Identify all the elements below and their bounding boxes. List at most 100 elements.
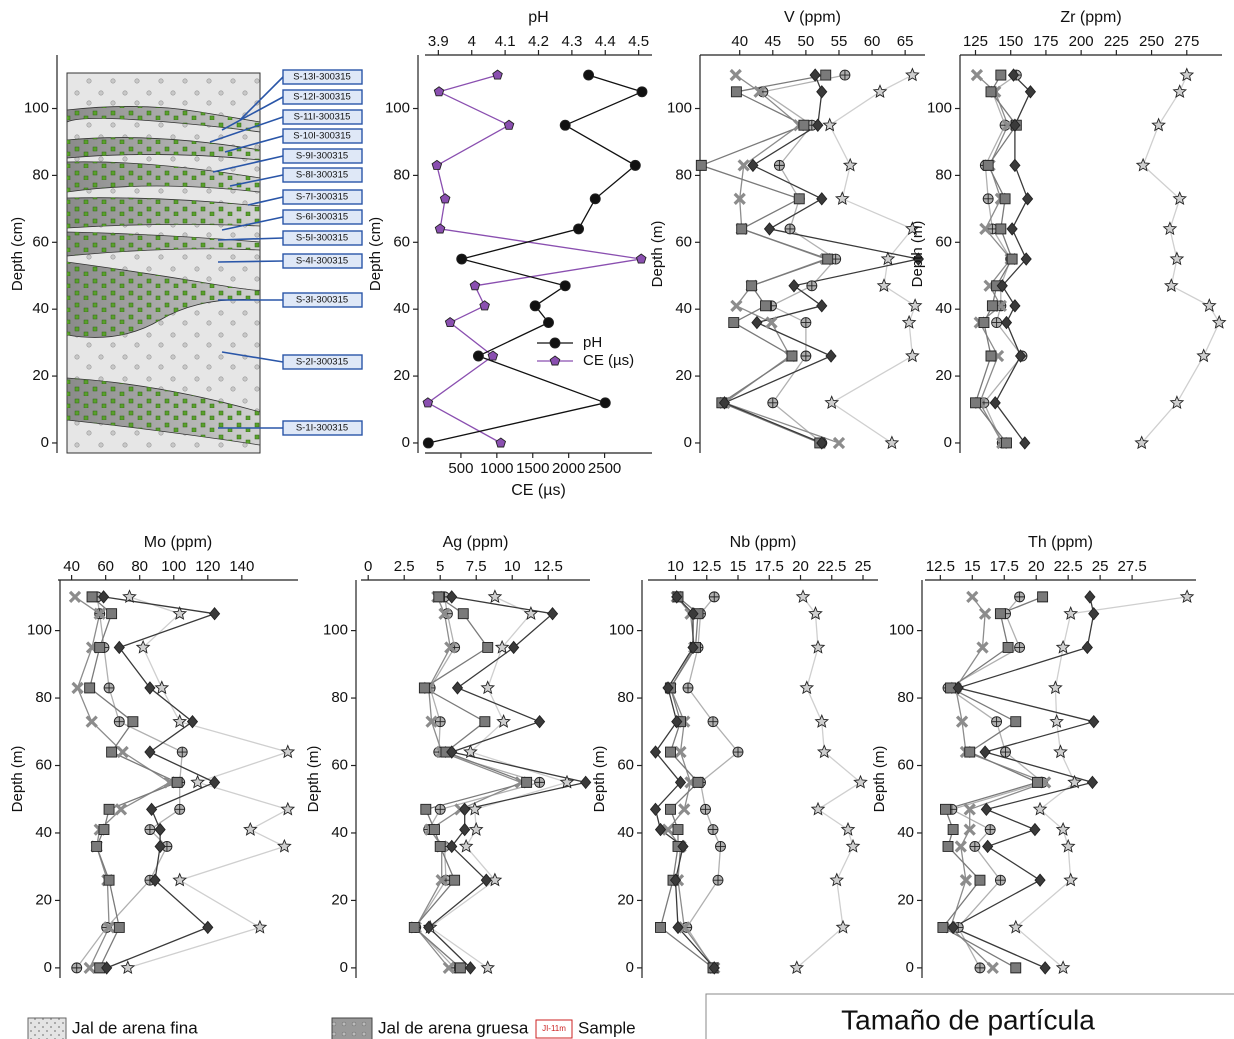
- y-tick-label: 40: [897, 824, 914, 841]
- legend-label: Jal de arena gruesa: [378, 1018, 529, 1037]
- data-point: [947, 824, 959, 836]
- data-point: [1019, 436, 1031, 450]
- series-line: [941, 596, 1043, 969]
- y-tick-label: 40: [331, 824, 348, 841]
- panel: Zr (ppm) 0 20 40 60 80 100 Depth (m) 125 150 175 20…: [909, 9, 1227, 453]
- data-point: [172, 872, 188, 887]
- bottom-legend: Jal de arena fina Jal de arena gruesa JI…: [27, 993, 1234, 1039]
- y-tick-label: 80: [393, 166, 410, 183]
- data-point: [496, 714, 511, 728]
- data-point: [942, 841, 954, 852]
- data-point: [521, 776, 533, 788]
- data-point: [905, 67, 920, 82]
- data-point: [845, 838, 861, 853]
- y-tick-label: 40: [32, 300, 49, 317]
- data-point: [995, 69, 1007, 81]
- data-point: [635, 253, 647, 264]
- data-point: [146, 802, 158, 817]
- data-point: [982, 839, 994, 854]
- panel: Mo (ppm) 0 20 40 60 80 100 Depth (m) 40 60 80 100 12…: [9, 534, 298, 978]
- data-point: [835, 919, 851, 934]
- data-point: [708, 961, 720, 975]
- data-point: [991, 716, 1003, 728]
- data-point: [534, 714, 546, 729]
- leader-line: [224, 135, 284, 153]
- data-point: [793, 193, 805, 205]
- data-point: [144, 745, 156, 759]
- y-tick-label: 40: [617, 824, 634, 841]
- data-point: [737, 159, 750, 172]
- data-point: [1006, 253, 1018, 265]
- data-point: [446, 839, 458, 854]
- y-tick-label: 0: [402, 434, 410, 451]
- legend-swatch: [27, 1017, 67, 1039]
- series-line: [828, 74, 916, 444]
- data-point: [1032, 776, 1043, 788]
- data-point: [1169, 251, 1185, 266]
- data-point: [800, 317, 812, 328]
- chart-title: Th (ppm): [1028, 534, 1093, 551]
- data-point: [423, 920, 435, 935]
- data-point: [978, 317, 990, 329]
- data-point: [982, 193, 994, 205]
- data-point: [649, 745, 662, 759]
- data-point: [677, 839, 689, 854]
- y-tick-label: 0: [44, 959, 52, 976]
- data-point: [1063, 872, 1079, 887]
- data-point: [671, 590, 683, 604]
- data-point: [729, 68, 742, 82]
- sample-label: S-5I-300315: [296, 233, 348, 244]
- x-tick-label: 2.5: [394, 558, 415, 575]
- data-point: [765, 316, 778, 329]
- data-point: [753, 85, 766, 98]
- x-tick-label: 7.5: [466, 558, 487, 575]
- data-point: [884, 435, 900, 450]
- y-tick-label: 0: [626, 959, 634, 976]
- data-point: [1211, 314, 1227, 329]
- data-point: [444, 317, 456, 328]
- data-point: [751, 315, 763, 330]
- data-point: [583, 69, 595, 81]
- data-point: [149, 873, 161, 887]
- x-tick-label: 3.9: [428, 33, 449, 50]
- data-point: [433, 86, 445, 97]
- data-point: [459, 802, 471, 817]
- data-point: [816, 744, 832, 759]
- data-point: [966, 590, 979, 603]
- data-point: [435, 874, 448, 887]
- series-line: [949, 596, 1048, 969]
- data-point: [444, 641, 457, 654]
- sample-label: S-8I-300315: [296, 170, 348, 181]
- data-point: [692, 776, 704, 788]
- data-point: [1010, 716, 1022, 728]
- data-point: [1049, 714, 1064, 728]
- x-tick-label: 150: [998, 33, 1023, 50]
- data-point: [442, 961, 455, 975]
- data-point: [102, 921, 116, 934]
- data-point: [812, 118, 824, 132]
- data-point: [479, 300, 490, 311]
- stratigraphic-column: [66, 72, 261, 454]
- data-point: [422, 437, 434, 449]
- data-point: [1000, 746, 1011, 758]
- data-point: [1162, 221, 1178, 236]
- data-point: [479, 716, 491, 728]
- data-point: [446, 590, 458, 604]
- data-point: [534, 776, 546, 788]
- data-point: [984, 824, 996, 835]
- data-point: [945, 682, 957, 694]
- data-point: [736, 223, 748, 235]
- data-point: [1014, 349, 1027, 363]
- sample-label: S-3I-300315: [296, 295, 348, 306]
- x-tick-label: 27.5: [1117, 558, 1146, 575]
- data-point: [1055, 639, 1071, 654]
- data-point: [252, 919, 268, 934]
- data-point: [559, 119, 571, 131]
- leader-line: [212, 155, 284, 173]
- data-point: [280, 744, 296, 759]
- data-point: [434, 223, 446, 234]
- sample-label: S-12I-300315: [293, 92, 351, 103]
- data-point: [1010, 962, 1022, 974]
- data-point: [974, 962, 986, 974]
- y-tick-label: 20: [331, 891, 348, 908]
